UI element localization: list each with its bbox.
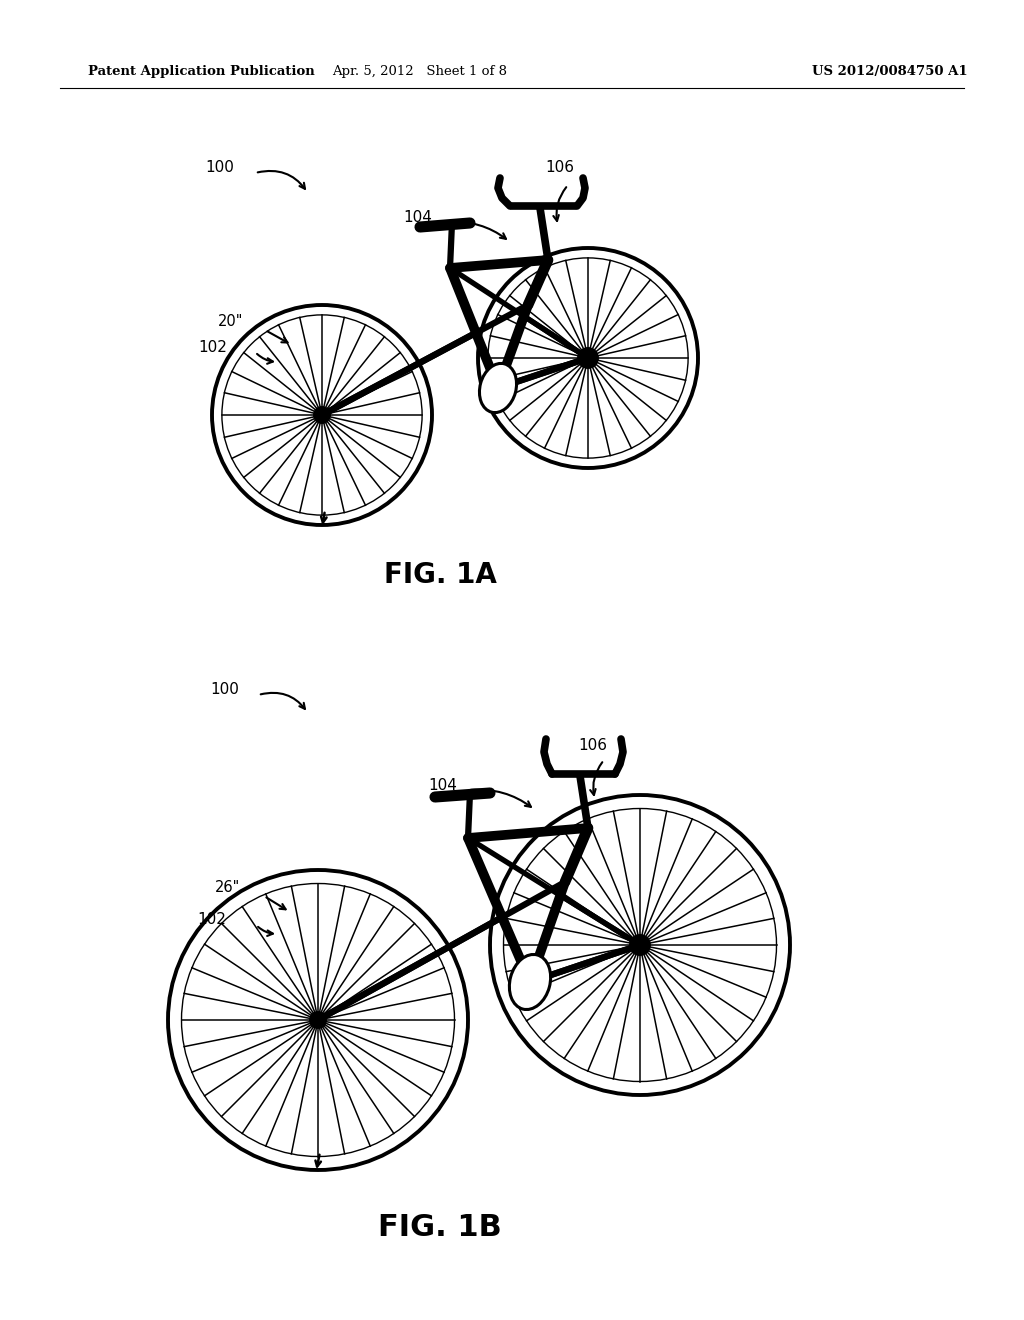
Text: 100: 100 — [210, 682, 239, 697]
Text: 106: 106 — [545, 161, 574, 176]
Text: 106: 106 — [578, 738, 607, 752]
Text: 102: 102 — [197, 912, 226, 928]
Circle shape — [315, 408, 329, 422]
Text: 20": 20" — [218, 314, 244, 330]
Circle shape — [311, 1012, 325, 1027]
Circle shape — [631, 936, 649, 954]
Ellipse shape — [509, 954, 551, 1010]
Text: 104: 104 — [403, 210, 432, 224]
Text: 100: 100 — [205, 161, 233, 176]
Polygon shape — [450, 260, 548, 388]
Text: 104: 104 — [428, 777, 457, 792]
Text: US 2012/0084750 A1: US 2012/0084750 A1 — [812, 66, 968, 78]
Text: 102: 102 — [198, 341, 227, 355]
Circle shape — [579, 348, 597, 367]
Text: Patent Application Publication: Patent Application Publication — [88, 66, 314, 78]
Text: Apr. 5, 2012   Sheet 1 of 8: Apr. 5, 2012 Sheet 1 of 8 — [333, 66, 508, 78]
Text: FIG. 1A: FIG. 1A — [384, 561, 497, 589]
Text: FIG. 1B: FIG. 1B — [378, 1213, 502, 1242]
Polygon shape — [468, 828, 588, 982]
Ellipse shape — [479, 363, 516, 413]
Text: 26": 26" — [215, 880, 241, 895]
